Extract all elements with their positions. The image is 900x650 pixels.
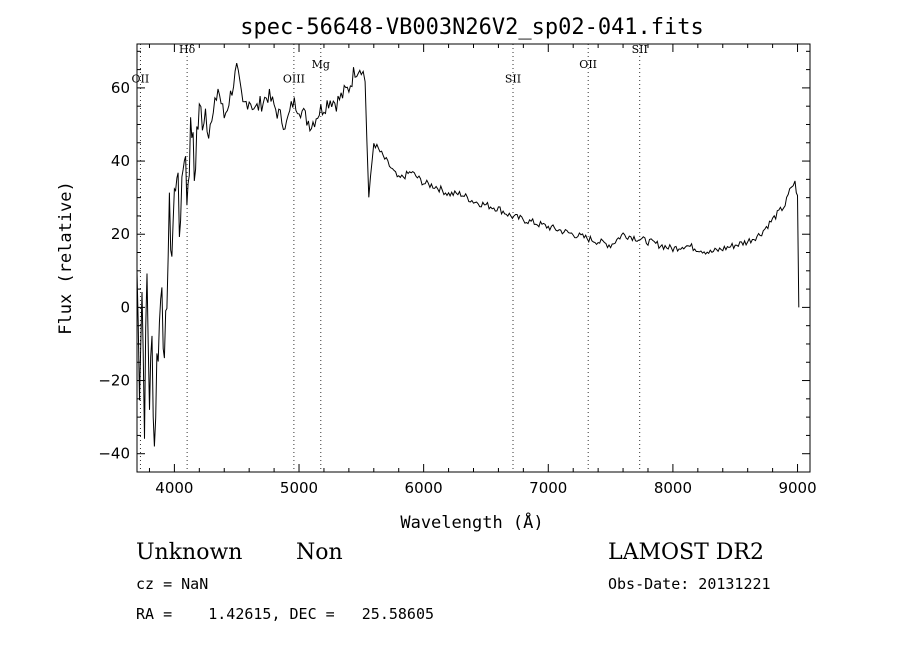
coordinates-text: RA = 1.42615, DEC = 25.58605 bbox=[136, 605, 435, 623]
survey-label: LAMOST DR2 bbox=[608, 540, 764, 565]
y-tick-label: 0 bbox=[120, 298, 130, 316]
object-subclass-label: Non bbox=[296, 540, 343, 565]
x-axis-label: Wavelength (Å) bbox=[400, 511, 543, 533]
x-tick-label: 8000 bbox=[654, 479, 692, 497]
y-tick-label: −40 bbox=[98, 445, 130, 463]
line-marker-label: OII bbox=[132, 72, 150, 85]
y-axis-label: Flux (relative) bbox=[56, 181, 76, 335]
line-marker-label: OII bbox=[579, 58, 597, 71]
object-class-label: Unknown bbox=[136, 540, 243, 565]
x-tick-label: 7000 bbox=[529, 479, 567, 497]
spectrum-series-line bbox=[136, 62, 800, 447]
y-tick-label: 20 bbox=[111, 225, 130, 243]
line-marker-label: OIII bbox=[283, 72, 305, 85]
y-tick-label: 40 bbox=[111, 152, 130, 170]
line-marker-label: SII bbox=[505, 72, 521, 85]
x-tick-label: 5000 bbox=[280, 479, 318, 497]
x-tick-label: 9000 bbox=[778, 479, 816, 497]
y-tick-label: −20 bbox=[98, 372, 130, 390]
line-marker-label: Mg bbox=[312, 58, 330, 71]
line-marker-label: SII bbox=[632, 43, 648, 56]
x-tick-label: 4000 bbox=[155, 479, 193, 497]
chart-title: spec-56648-VB003N26V2_sp02-041.fits bbox=[240, 15, 704, 40]
x-tick-label: 6000 bbox=[405, 479, 443, 497]
obs-date-text: Obs-Date: 20131221 bbox=[608, 575, 771, 593]
emission-line-markers: OII Hδ OIII Mg SII OII SII bbox=[132, 43, 648, 472]
axis-ticks: 4000 5000 6000 7000 8000 9000 −40 −20 0 20 40 60 bbox=[98, 44, 817, 497]
y-tick-label: 60 bbox=[111, 79, 130, 97]
line-marker-label: Hδ bbox=[179, 43, 196, 56]
redshift-text: cz = NaN bbox=[136, 575, 209, 593]
plot-frame bbox=[136, 43, 811, 473]
